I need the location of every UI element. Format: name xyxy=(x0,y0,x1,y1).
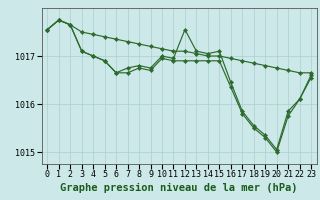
X-axis label: Graphe pression niveau de la mer (hPa): Graphe pression niveau de la mer (hPa) xyxy=(60,183,298,193)
